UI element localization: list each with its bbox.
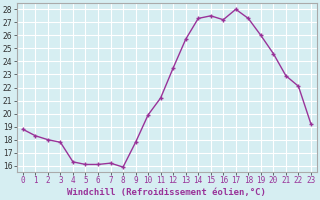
X-axis label: Windchill (Refroidissement éolien,°C): Windchill (Refroidissement éolien,°C) bbox=[68, 188, 266, 197]
